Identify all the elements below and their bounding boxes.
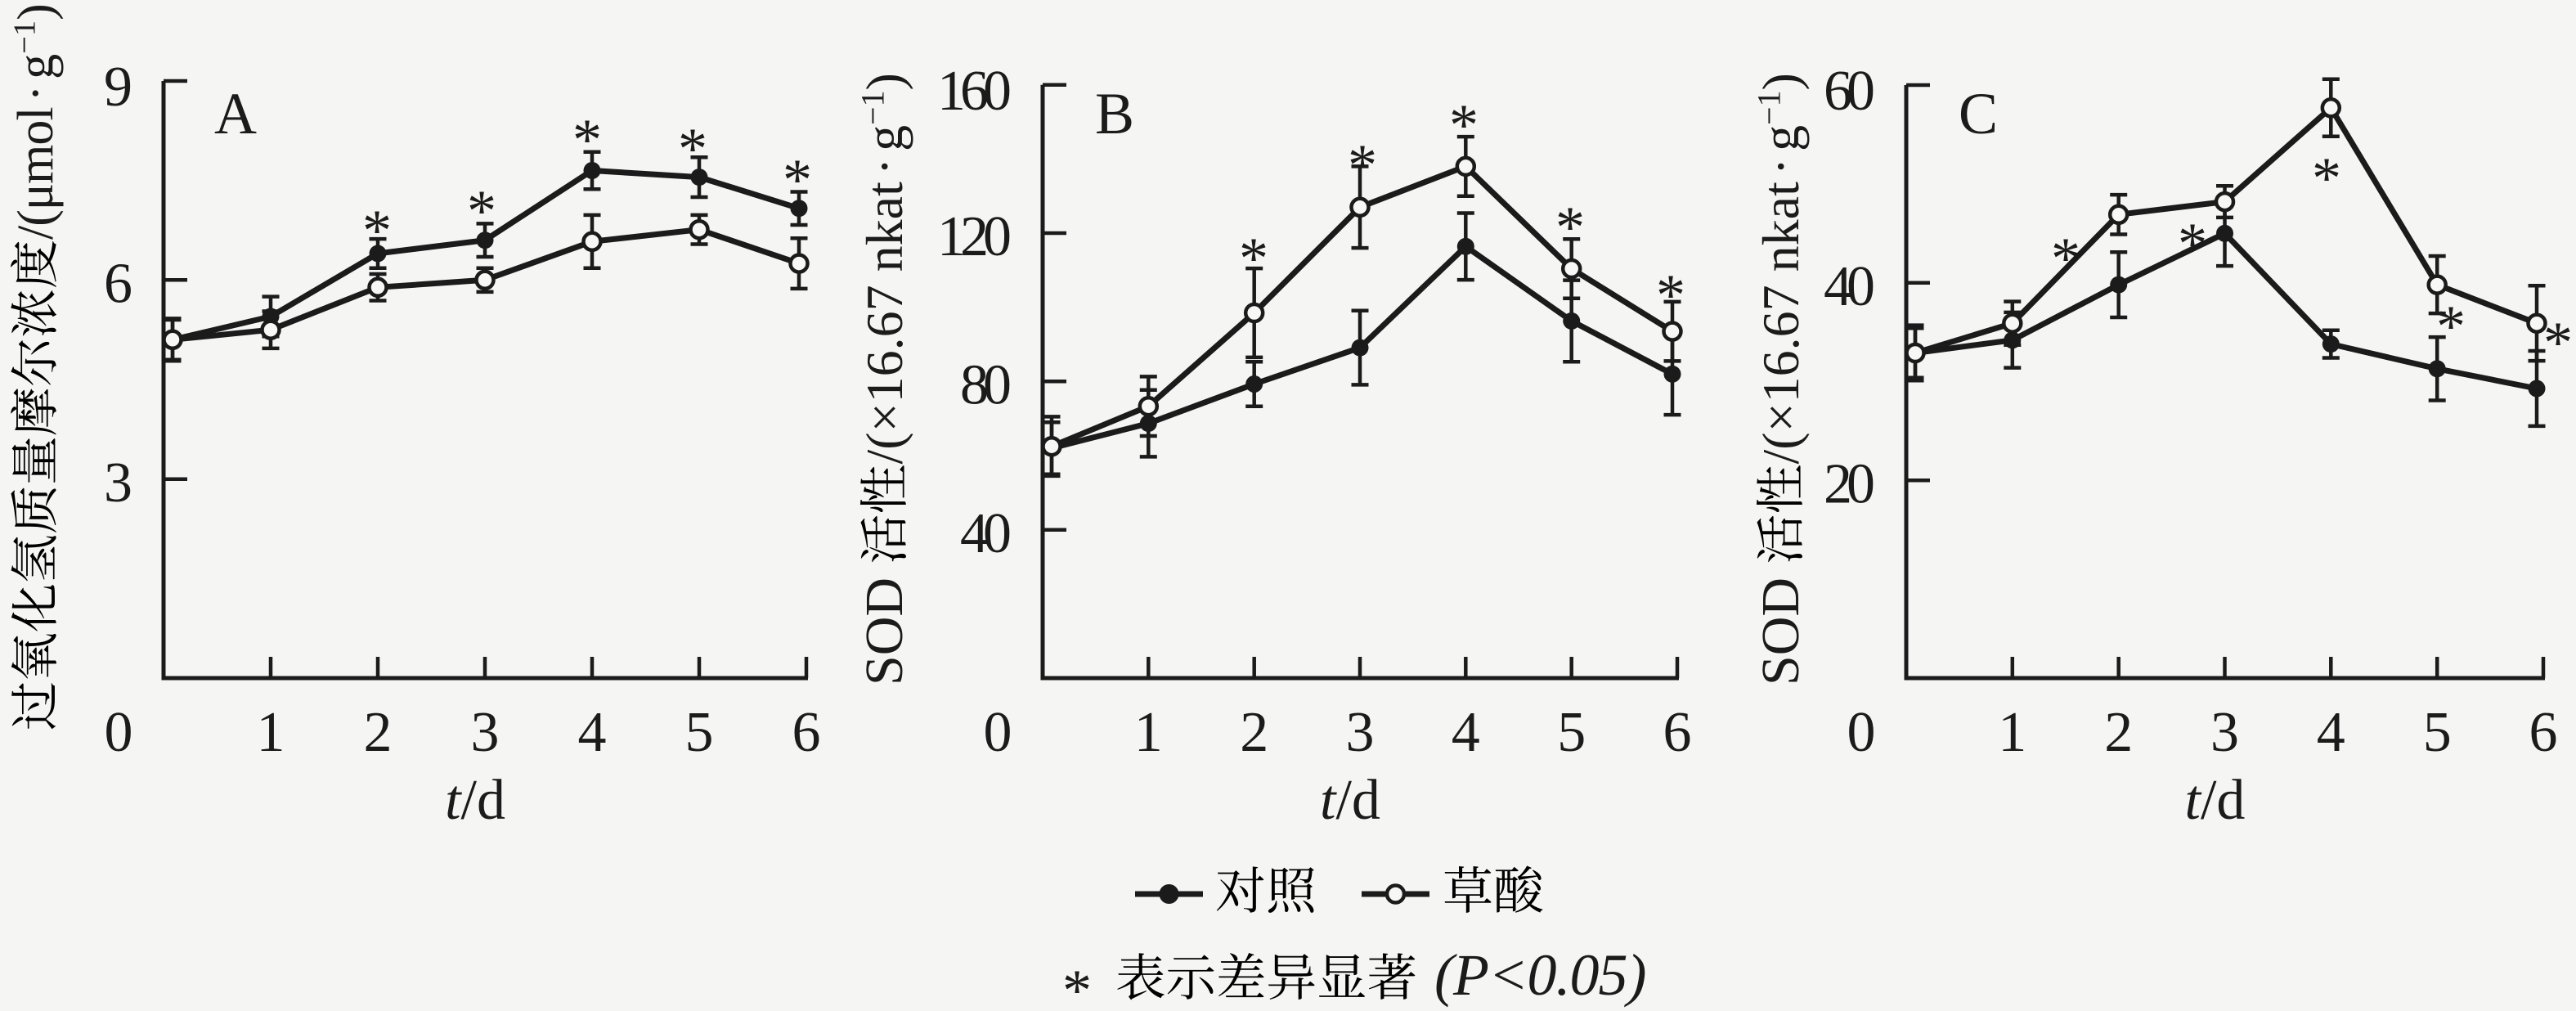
- svg-text:*: *: [1449, 92, 1479, 158]
- svg-text:40: 40: [1824, 255, 1874, 318]
- svg-text:6: 6: [792, 701, 821, 764]
- svg-text:A: A: [214, 81, 257, 146]
- svg-text:g: g: [1752, 125, 1810, 151]
- svg-text:*: *: [2436, 294, 2466, 359]
- svg-text:*: *: [2178, 211, 2207, 276]
- svg-text:1: 1: [257, 701, 285, 764]
- svg-text:*: *: [362, 198, 392, 263]
- svg-text:*: *: [678, 116, 707, 182]
- svg-text:·: ·: [1752, 158, 1810, 175]
- svg-text:B: B: [1095, 81, 1134, 146]
- svg-text:*: *: [572, 107, 602, 173]
- svg-text:−1: −1: [855, 91, 891, 125]
- svg-text:SOD: SOD: [855, 577, 914, 685]
- svg-text:): ): [1752, 73, 1810, 90]
- svg-text:5: 5: [1557, 701, 1586, 764]
- svg-text:*: *: [1656, 263, 1685, 328]
- svg-text:1: 1: [1134, 701, 1163, 764]
- svg-text:120: 120: [937, 205, 1010, 268]
- svg-text:3: 3: [471, 701, 500, 764]
- svg-text:0: 0: [1847, 701, 1876, 764]
- svg-text:40: 40: [960, 502, 1010, 565]
- svg-text:*: *: [1239, 226, 1268, 291]
- svg-text:·: ·: [8, 85, 64, 102]
- svg-text:2: 2: [2104, 701, 2133, 764]
- svg-text:2: 2: [364, 701, 393, 764]
- svg-text:−1: −1: [1752, 91, 1788, 125]
- svg-text:2: 2: [1240, 701, 1268, 764]
- svg-text:*: *: [783, 147, 812, 213]
- svg-text:t/d: t/d: [445, 769, 505, 832]
- svg-text:g: g: [8, 54, 64, 79]
- svg-text:*: *: [2312, 146, 2341, 211]
- svg-text:5: 5: [2423, 701, 2452, 764]
- svg-text:t/d: t/d: [2185, 769, 2246, 832]
- svg-text:0: 0: [105, 701, 133, 764]
- svg-text:3: 3: [2210, 701, 2239, 764]
- svg-text:*: *: [467, 178, 496, 244]
- svg-text:t/d: t/d: [1320, 769, 1380, 832]
- svg-text:*: *: [1062, 958, 1092, 1011]
- svg-text:C: C: [1959, 81, 1998, 146]
- svg-text:6: 6: [2529, 701, 2558, 764]
- svg-text:1: 1: [1998, 701, 2026, 764]
- svg-text:6: 6: [1663, 701, 1692, 764]
- svg-text:g: g: [855, 125, 913, 151]
- svg-text:4: 4: [2317, 701, 2345, 764]
- svg-text:): ): [855, 73, 913, 90]
- svg-text:3: 3: [1346, 701, 1375, 764]
- svg-text:−1: −1: [7, 20, 42, 54]
- svg-text:·: ·: [855, 158, 913, 175]
- svg-text:*: *: [1555, 195, 1585, 260]
- svg-text:4: 4: [578, 701, 607, 764]
- svg-text:*: *: [1348, 133, 1377, 198]
- svg-text:60: 60: [1824, 60, 1874, 123]
- svg-text:): ): [8, 3, 64, 20]
- svg-text:4: 4: [1452, 701, 1480, 764]
- svg-text:*: *: [2543, 310, 2573, 375]
- svg-text:(P<0.05): (P<0.05): [1434, 942, 1646, 1008]
- svg-text:80: 80: [960, 354, 1010, 417]
- svg-text:5: 5: [685, 701, 714, 764]
- svg-text:/(×16.67 nkat: /(×16.67 nkat: [1752, 182, 1810, 465]
- svg-text:0: 0: [984, 701, 1012, 764]
- svg-text:*: *: [2051, 226, 2080, 291]
- svg-text:/(×16.67 nkat: /(×16.67 nkat: [855, 182, 913, 465]
- svg-text:20: 20: [1824, 453, 1874, 516]
- svg-text:160: 160: [937, 60, 1010, 123]
- svg-text:SOD: SOD: [1751, 577, 1811, 685]
- svg-text:/(μmol: /(μmol: [8, 107, 64, 240]
